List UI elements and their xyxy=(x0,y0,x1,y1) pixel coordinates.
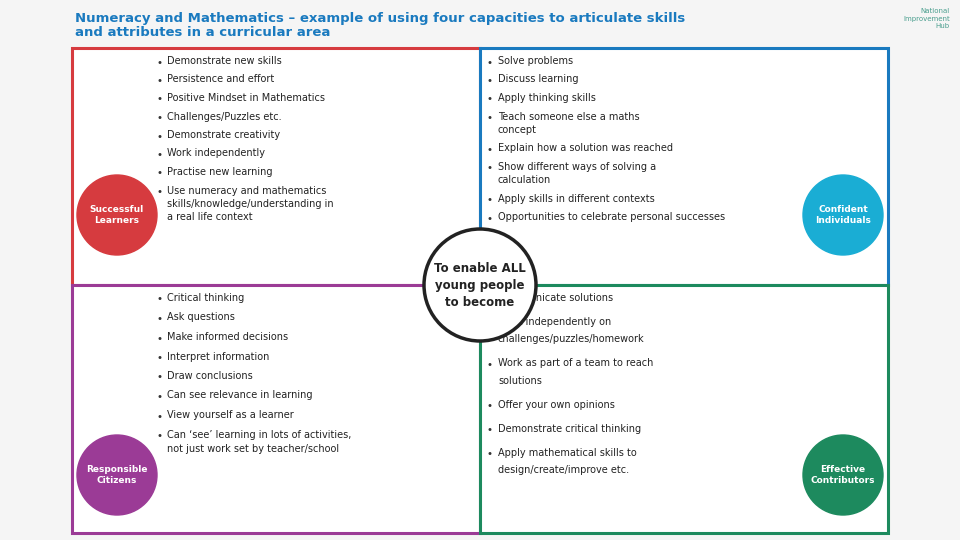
Circle shape xyxy=(803,175,883,255)
Text: Confident
Individuals: Confident Individuals xyxy=(815,205,871,225)
Text: View yourself as a learner: View yourself as a learner xyxy=(167,410,294,420)
Circle shape xyxy=(77,435,157,515)
Text: •: • xyxy=(156,314,162,324)
Text: Explain how a solution was reached: Explain how a solution was reached xyxy=(498,143,673,153)
Text: To enable ALL
young people
to become: To enable ALL young people to become xyxy=(434,261,526,308)
Text: Effective
Contributors: Effective Contributors xyxy=(811,465,876,485)
Text: Apply mathematical skills to: Apply mathematical skills to xyxy=(498,448,636,457)
Text: •: • xyxy=(487,145,493,155)
Text: skills/knowledge/understanding in: skills/knowledge/understanding in xyxy=(167,199,334,209)
Text: Interpret information: Interpret information xyxy=(167,352,270,361)
Text: Can see relevance in learning: Can see relevance in learning xyxy=(167,390,313,401)
Text: Draw conclusions: Draw conclusions xyxy=(167,371,252,381)
Text: Numeracy and Mathematics – example of using four capacities to articulate skills: Numeracy and Mathematics – example of us… xyxy=(75,12,685,25)
Text: •: • xyxy=(487,425,493,435)
Text: Demonstrate critical thinking: Demonstrate critical thinking xyxy=(498,423,641,434)
Text: •: • xyxy=(487,57,493,68)
Text: Solve problems: Solve problems xyxy=(498,56,573,66)
Text: Practise new learning: Practise new learning xyxy=(167,167,273,177)
Text: Work as part of a team to reach: Work as part of a team to reach xyxy=(498,358,654,368)
Text: solutions: solutions xyxy=(498,375,541,386)
Text: and attributes in a curricular area: and attributes in a curricular area xyxy=(75,26,330,39)
Text: •: • xyxy=(487,401,493,411)
Text: •: • xyxy=(156,150,162,160)
Text: Positive Mindset in Mathematics: Positive Mindset in Mathematics xyxy=(167,93,325,103)
Text: •: • xyxy=(156,392,162,402)
Text: •: • xyxy=(487,113,493,123)
Text: Make informed decisions: Make informed decisions xyxy=(167,332,288,342)
Text: •: • xyxy=(487,214,493,224)
Text: •: • xyxy=(487,449,493,459)
Text: •: • xyxy=(156,132,162,141)
Text: Successful
Learners: Successful Learners xyxy=(90,205,144,225)
Text: not just work set by teacher/school: not just work set by teacher/school xyxy=(167,443,339,454)
Text: •: • xyxy=(156,373,162,382)
Text: •: • xyxy=(487,360,493,370)
Text: •: • xyxy=(156,113,162,123)
Circle shape xyxy=(803,435,883,515)
Bar xyxy=(480,48,888,285)
Text: Apply skills in different contexts: Apply skills in different contexts xyxy=(498,194,655,204)
Text: •: • xyxy=(156,168,162,179)
Text: •: • xyxy=(487,319,493,328)
Bar xyxy=(480,285,888,533)
Text: calculation: calculation xyxy=(498,175,551,185)
Text: •: • xyxy=(156,411,162,422)
Text: •: • xyxy=(487,163,493,173)
Text: Show different ways of solving a: Show different ways of solving a xyxy=(498,162,656,172)
Text: Responsible
Citizens: Responsible Citizens xyxy=(86,465,148,485)
Text: •: • xyxy=(156,353,162,363)
Text: National
Improvement
Hub: National Improvement Hub xyxy=(903,8,950,29)
Text: Use numeracy and mathematics: Use numeracy and mathematics xyxy=(167,186,326,195)
Bar xyxy=(72,285,480,533)
Text: concept: concept xyxy=(498,125,537,135)
Text: •: • xyxy=(487,76,493,86)
Text: •: • xyxy=(487,195,493,205)
Text: •: • xyxy=(156,294,162,305)
Circle shape xyxy=(427,232,533,338)
Text: •: • xyxy=(156,57,162,68)
Text: Offer your own opinions: Offer your own opinions xyxy=(498,400,614,409)
Text: •: • xyxy=(487,294,493,305)
Text: •: • xyxy=(156,431,162,441)
Text: Work independently on: Work independently on xyxy=(498,317,612,327)
Text: Demonstrate creativity: Demonstrate creativity xyxy=(167,130,280,140)
Text: •: • xyxy=(487,94,493,105)
Text: Opportunities to celebrate personal successes: Opportunities to celebrate personal succ… xyxy=(498,212,725,222)
Text: Critical thinking: Critical thinking xyxy=(167,293,244,303)
Bar xyxy=(72,48,480,285)
Text: Persistence and effort: Persistence and effort xyxy=(167,75,275,84)
Text: Apply thinking skills: Apply thinking skills xyxy=(498,93,596,103)
Text: •: • xyxy=(156,76,162,86)
Text: Can ‘see’ learning in lots of activities,: Can ‘see’ learning in lots of activities… xyxy=(167,429,351,440)
Circle shape xyxy=(77,175,157,255)
Text: •: • xyxy=(156,334,162,343)
Text: Demonstrate new skills: Demonstrate new skills xyxy=(167,56,281,66)
Text: •: • xyxy=(156,94,162,105)
Text: challenges/puzzles/homework: challenges/puzzles/homework xyxy=(498,334,644,345)
Text: design/create/improve etc.: design/create/improve etc. xyxy=(498,465,629,475)
Text: Ask questions: Ask questions xyxy=(167,313,235,322)
Text: •: • xyxy=(156,187,162,197)
Text: Teach someone else a maths: Teach someone else a maths xyxy=(498,111,639,122)
Text: Discuss learning: Discuss learning xyxy=(498,75,579,84)
Text: Work independently: Work independently xyxy=(167,148,265,159)
Circle shape xyxy=(424,229,536,341)
Text: Challenges/Puzzles etc.: Challenges/Puzzles etc. xyxy=(167,111,281,122)
Text: Communicate solutions: Communicate solutions xyxy=(498,293,613,303)
Text: a real life context: a real life context xyxy=(167,212,252,222)
